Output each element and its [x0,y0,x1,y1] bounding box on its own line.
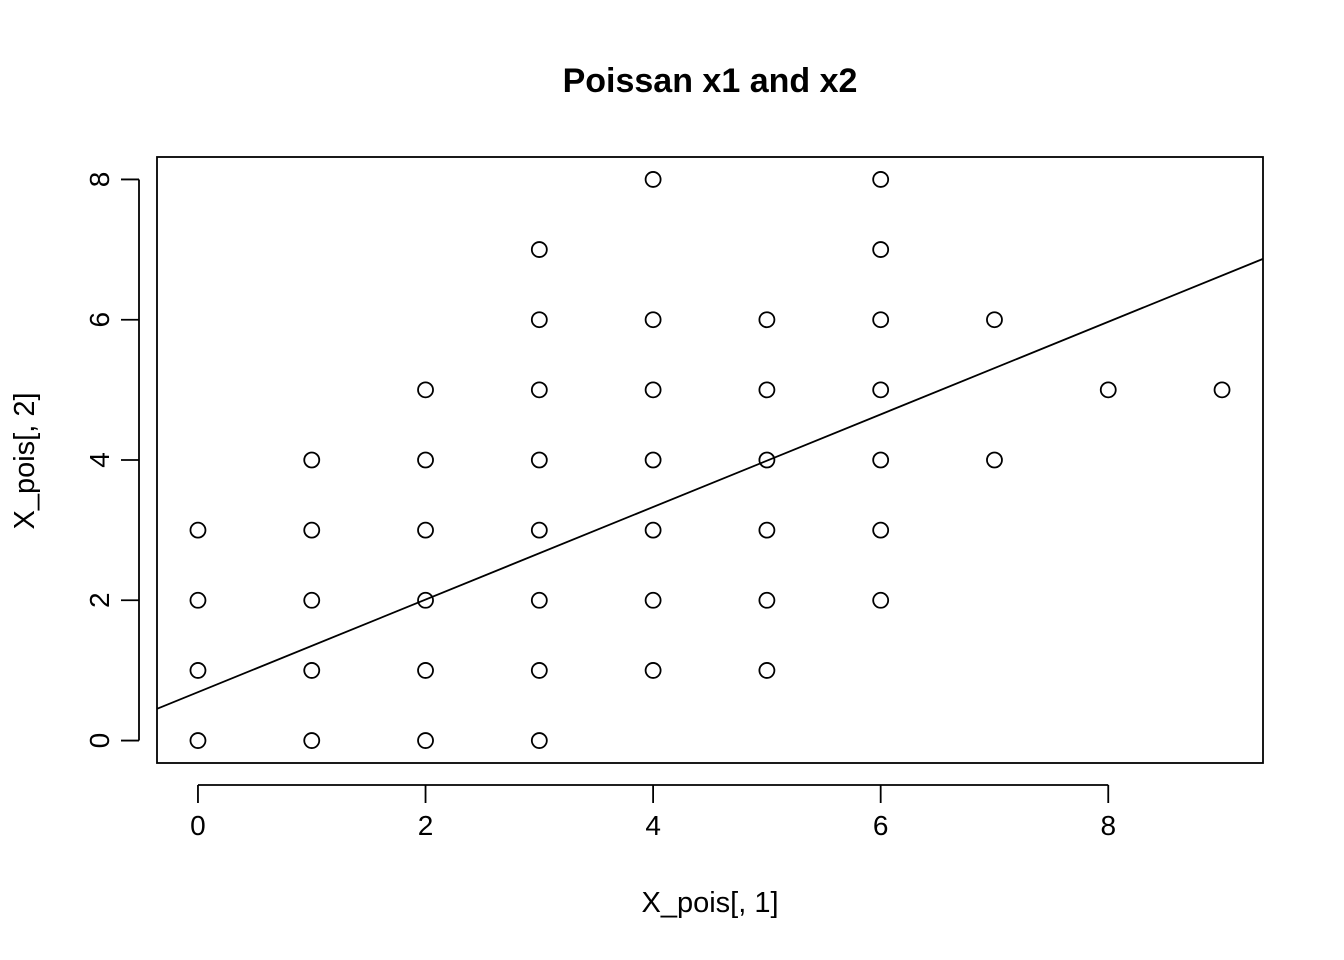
data-point [872,591,890,609]
data-point [758,662,776,679]
data-point [530,241,548,258]
data-point [1213,381,1231,399]
data-point [1099,381,1117,399]
x-axis-label: X_pois[, 1] [641,887,778,919]
data-point [644,381,662,399]
y-axis-label: X_pois[, 2] [9,392,41,529]
data-point [758,311,776,329]
data-point [758,381,776,399]
data-point [758,591,776,609]
data-point [758,521,776,539]
data-point [530,732,548,749]
plot-frame [156,156,1264,764]
data-point [872,171,890,188]
data-point [986,311,1003,329]
data-point [303,451,321,469]
data-point [417,662,434,679]
data-point [417,521,434,539]
data-point [872,311,890,329]
data-point [189,521,207,539]
data-point [530,662,548,679]
y-tick-label: 8 [84,172,115,188]
data-point [417,381,434,399]
data-point [644,591,662,609]
x-tick-label: 2 [418,810,434,841]
data-point [644,171,662,188]
data-point [644,311,662,329]
data-point [189,591,207,609]
data-point [303,521,321,539]
data-point [986,451,1003,469]
data-point [417,591,434,609]
y-tick-label: 4 [84,452,115,468]
data-point [303,732,321,749]
regression-line [157,258,1263,710]
data-point [530,381,548,399]
chart-title: Poissan x1 and x2 [563,62,858,100]
data-point [872,451,890,469]
y-tick-label: 0 [84,733,115,749]
x-tick-label: 4 [645,810,661,841]
data-point [530,311,548,329]
data-point [417,732,434,749]
data-point [644,521,662,539]
data-point [872,241,890,258]
y-tick-label: 2 [84,592,115,608]
data-point [872,521,890,539]
data-point [644,451,662,469]
y-tick-label: 6 [84,312,115,328]
x-tick-label: 0 [190,810,206,841]
data-point [189,732,207,749]
data-point [417,451,434,469]
data-point [530,451,548,469]
data-point [189,662,207,679]
data-point [530,521,548,539]
data-point [303,591,321,609]
data-point [758,451,776,469]
x-tick-label: 8 [1100,810,1116,841]
data-point [530,591,548,609]
x-tick-label: 6 [873,810,889,841]
data-point [644,662,662,679]
data-point [303,662,321,679]
data-point [872,381,890,399]
